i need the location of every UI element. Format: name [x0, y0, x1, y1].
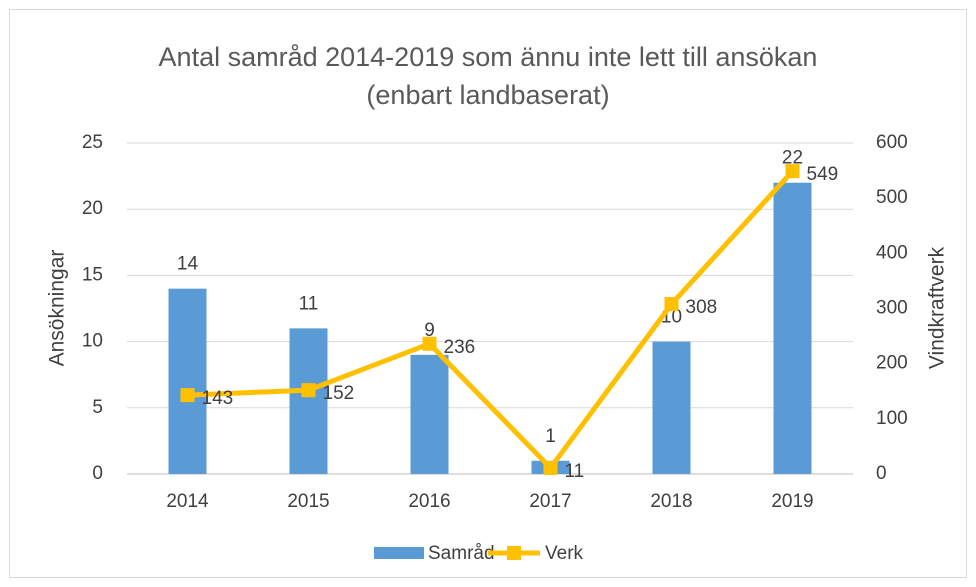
x-tick-label: 2014 [166, 491, 209, 512]
y-tick-label: 0 [92, 463, 103, 484]
line-marker [543, 460, 558, 475]
legend-label: Verk [545, 543, 584, 564]
legend-swatch [374, 547, 424, 559]
bar-value-label: 1 [545, 426, 556, 447]
x-tick-label: 2018 [650, 491, 692, 512]
chart-title: Antal samråd 2014-2019 som ännu inte let… [158, 42, 818, 110]
line-value-label: 308 [686, 297, 718, 318]
bar [289, 328, 328, 474]
y2-tick-label: 300 [876, 298, 908, 319]
line [187, 169, 795, 471]
y-tick-label: 25 [82, 132, 103, 153]
y-tick-label: 5 [92, 397, 103, 418]
line-marker [301, 383, 316, 398]
y2-tick-label: 600 [876, 132, 908, 153]
y-tick-label: 15 [82, 264, 103, 285]
y2-tick-label: 200 [876, 353, 908, 374]
y2-tick-label: 0 [876, 463, 887, 484]
line-marker [785, 164, 800, 179]
bar [168, 288, 207, 474]
legend-label: Samråd [428, 543, 495, 564]
line-value-label: 236 [444, 337, 476, 358]
bar-value-label: 9 [424, 320, 435, 341]
line-value-label: 143 [202, 388, 234, 409]
x-tick-label: 2017 [529, 491, 571, 512]
line-value-label: 11 [565, 461, 585, 482]
y2-axis-label: Vindkraftverk [926, 246, 949, 369]
y2-tick-label: 400 [876, 242, 908, 263]
line-value-label: 549 [807, 164, 839, 185]
line-marker [180, 388, 195, 403]
y2-tick-label: 100 [876, 408, 908, 429]
bar-value-label: 11 [299, 293, 319, 314]
line-marker [422, 336, 437, 351]
y-tick-label: 20 [82, 198, 103, 219]
bar-value-label: 14 [177, 254, 199, 275]
y2-tick-label: 500 [876, 187, 908, 208]
chart-border [9, 9, 967, 578]
x-tick-label: 2016 [408, 491, 450, 512]
line-value-label: 152 [323, 383, 355, 404]
legend-marker [507, 546, 521, 560]
bar [773, 182, 812, 474]
bar [410, 354, 449, 474]
line-marker [664, 297, 679, 312]
y-tick-label: 10 [82, 331, 103, 352]
x-tick-label: 2015 [287, 491, 329, 512]
bar [652, 341, 691, 474]
x-tick-label: 2019 [771, 491, 813, 512]
bar-value-label: 22 [782, 148, 803, 169]
y-axis-label: Ansökningar [46, 250, 69, 367]
